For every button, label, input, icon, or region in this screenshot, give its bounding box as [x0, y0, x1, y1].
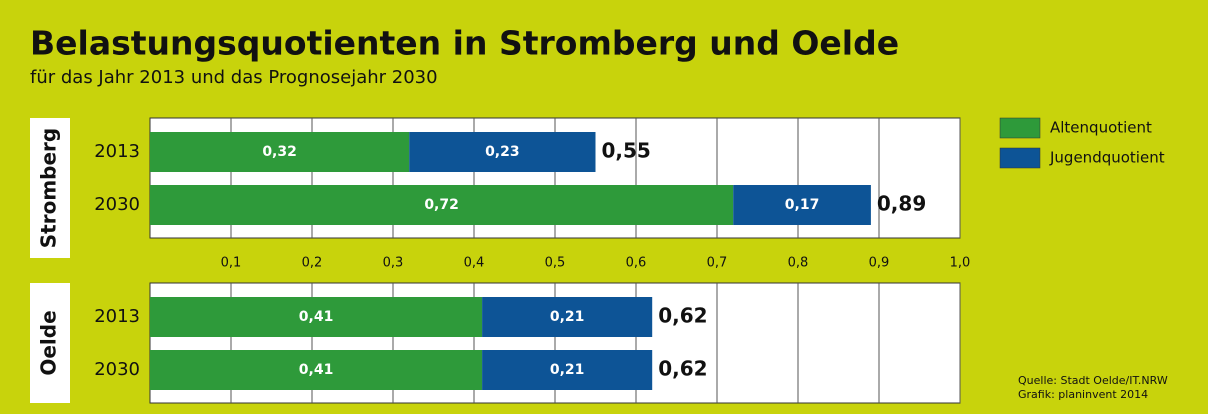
source: Grafik: planinvent 2014 — [1018, 388, 1148, 401]
legend-swatch — [999, 117, 1041, 139]
data-label: 0,41 — [299, 362, 334, 378]
total-label: 0,55 — [602, 139, 651, 163]
bar-segment — [150, 350, 483, 390]
x-tick-label: 0,2 — [302, 256, 323, 271]
x-tick-label: 0,7 — [707, 256, 728, 271]
y-tick-label: 2013 — [94, 141, 140, 162]
bar-segment — [482, 350, 653, 390]
bar-segment — [409, 132, 596, 172]
x-tick-label: 0,6 — [626, 256, 647, 271]
group-label: Stromberg — [37, 128, 61, 248]
bar-segment — [482, 297, 653, 337]
source: Quelle: Stadt Oelde/IT.NRW — [1018, 374, 1168, 387]
data-label: 0,21 — [550, 309, 585, 325]
data-label: 0,21 — [550, 362, 585, 378]
chart-subtitle: für das Jahr 2013 und das Prognosejahr 2… — [30, 67, 438, 88]
legend-label: Jugendquotient — [1049, 149, 1165, 167]
group-box — [30, 283, 70, 403]
data-label: 0,32 — [262, 144, 297, 160]
data-label: 0,72 — [424, 197, 459, 213]
bar-segment — [150, 297, 483, 337]
x-tick-label: 0,4 — [464, 256, 485, 271]
bar-segment — [150, 185, 734, 225]
y-tick-label: 2013 — [94, 306, 140, 327]
x-tick-label: 1,0 — [950, 256, 971, 271]
x-tick-label: 0,3 — [383, 256, 404, 271]
legend-label: Altenquotient — [1050, 119, 1152, 137]
data-label: 0,17 — [785, 197, 820, 213]
x-tick-label: 0,8 — [788, 256, 809, 271]
group-box — [30, 118, 70, 258]
legend-swatch — [999, 147, 1041, 169]
x-tick-label: 0,5 — [545, 256, 566, 271]
bar-segment — [733, 185, 871, 225]
group-label: Oelde — [37, 310, 61, 375]
data-label: 0,41 — [299, 309, 334, 325]
bar-segment — [150, 132, 410, 172]
x-tick-label: 0,9 — [869, 256, 890, 271]
chart-title: Belastungsquotienten in Stromberg und Oe… — [30, 24, 899, 63]
y-tick-label: 2030 — [94, 194, 140, 215]
y-tick-label: 2030 — [94, 359, 140, 380]
total-label: 0,62 — [658, 304, 707, 328]
data-label: 0,23 — [485, 144, 520, 160]
total-label: 0,89 — [877, 192, 926, 216]
x-tick-label: 0,1 — [221, 256, 242, 271]
total-label: 0,62 — [658, 357, 707, 381]
